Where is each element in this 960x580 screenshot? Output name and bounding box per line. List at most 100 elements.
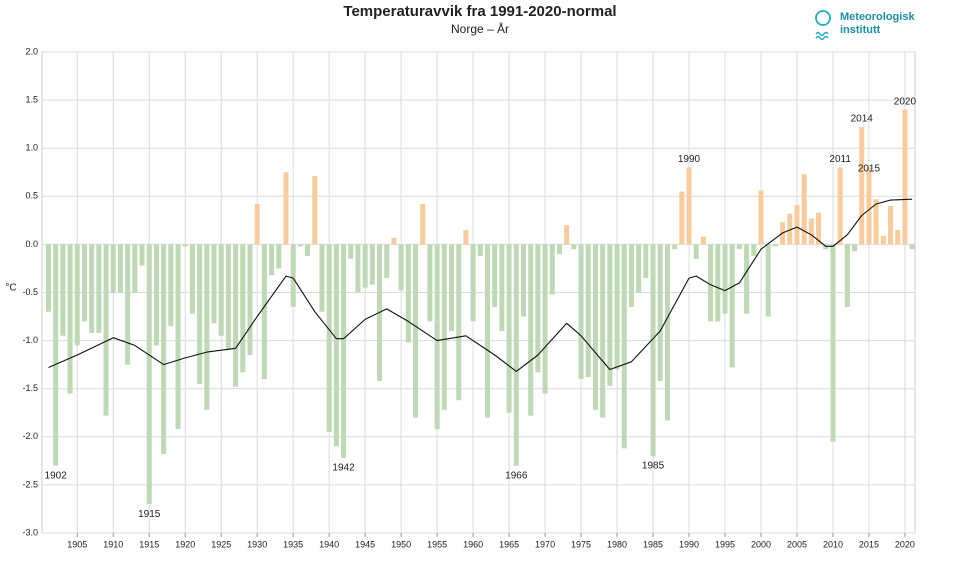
bar <box>686 167 692 245</box>
bar <box>420 203 426 245</box>
bar <box>247 244 253 356</box>
y-tick-label: -2.0 <box>22 431 38 441</box>
x-tick-label: 1950 <box>391 539 411 549</box>
x-tick-label: 1925 <box>211 539 231 549</box>
x-tick-label: 1935 <box>283 539 303 549</box>
annotation: 1985 <box>642 461 665 472</box>
annotation: 2014 <box>851 114 874 125</box>
bar <box>434 244 440 430</box>
x-tick-label: 1995 <box>715 539 735 549</box>
annotation: 1942 <box>332 463 355 474</box>
bar <box>657 244 663 382</box>
bar <box>204 244 210 410</box>
bar <box>600 244 606 418</box>
bar <box>168 244 174 327</box>
x-tick-label: 1915 <box>139 539 159 549</box>
chart-title: Temperaturavvik fra 1991-2020-normal <box>343 3 616 20</box>
bar <box>571 244 577 250</box>
bar <box>556 244 562 255</box>
bar <box>808 218 814 245</box>
bar <box>132 244 138 293</box>
bar <box>305 244 311 256</box>
bar <box>506 244 512 413</box>
x-tick-label: 1955 <box>427 539 447 549</box>
bar <box>816 212 822 245</box>
y-axis-label: °C <box>5 283 16 294</box>
bar <box>528 244 534 416</box>
bar <box>607 244 613 386</box>
bar <box>736 244 742 250</box>
annotation: 2015 <box>858 164 881 175</box>
y-tick-label: 0.5 <box>25 191 38 201</box>
y-tick-label: -1.5 <box>22 383 38 393</box>
bar <box>636 244 642 293</box>
y-tick-label: 2.0 <box>25 46 38 56</box>
bar <box>254 203 260 245</box>
x-tick-label: 1985 <box>643 539 663 549</box>
bar <box>384 244 390 279</box>
bar <box>225 244 231 351</box>
annotation: 1966 <box>505 470 528 481</box>
bar <box>765 244 771 317</box>
bar <box>211 244 217 324</box>
x-tick-label: 1970 <box>535 539 555 549</box>
logo-circle <box>815 10 831 26</box>
chart-subtitle: Norge – År <box>451 21 509 36</box>
bar <box>772 244 778 247</box>
x-tick-label: 1965 <box>499 539 519 549</box>
bar <box>578 244 584 380</box>
bar <box>276 244 282 269</box>
y-tick-label: 1.0 <box>25 143 38 153</box>
x-tick-label: 1990 <box>679 539 699 549</box>
x-tick-label: 1945 <box>355 539 375 549</box>
bar <box>672 244 678 250</box>
trend-line <box>48 198 913 372</box>
bar <box>801 174 807 245</box>
bar <box>722 244 728 314</box>
bar <box>564 225 570 245</box>
bar <box>837 167 843 245</box>
bar <box>664 244 670 421</box>
bar <box>787 213 793 245</box>
bar <box>81 244 87 322</box>
bar <box>463 229 469 245</box>
bar <box>60 244 66 336</box>
bar <box>355 244 361 293</box>
bar <box>751 244 757 256</box>
x-tick-label: 1975 <box>571 539 591 549</box>
x-tick-label: 1980 <box>607 539 627 549</box>
logo-text: Meteorologisk <box>840 11 915 23</box>
bar <box>261 244 267 380</box>
bar <box>117 244 123 293</box>
bar <box>585 244 591 378</box>
bar <box>413 244 419 418</box>
bar <box>290 244 296 307</box>
bar <box>175 244 181 430</box>
annotation: 2011 <box>829 154 851 165</box>
logo-waves <box>815 31 829 41</box>
bar <box>391 237 397 245</box>
bar <box>700 236 706 245</box>
bar <box>312 176 318 245</box>
bar <box>319 244 325 312</box>
x-tick-label: 2015 <box>859 539 879 549</box>
y-tick-label: -2.5 <box>22 479 38 489</box>
bar <box>499 244 505 331</box>
bar <box>794 204 800 245</box>
y-tick-label: -1.0 <box>22 335 38 345</box>
bar <box>888 205 894 245</box>
bar <box>592 244 598 410</box>
x-tick-label: 1960 <box>463 539 483 549</box>
bar <box>693 244 699 259</box>
bar <box>333 244 339 447</box>
y-tick-label: -0.5 <box>22 287 38 297</box>
annotation: 1902 <box>45 470 68 481</box>
bar <box>477 244 483 256</box>
bar <box>859 127 865 245</box>
bar <box>549 244 555 295</box>
bar <box>146 244 152 505</box>
annotation: 1990 <box>678 154 701 165</box>
bar <box>643 244 649 279</box>
bar <box>67 244 73 394</box>
